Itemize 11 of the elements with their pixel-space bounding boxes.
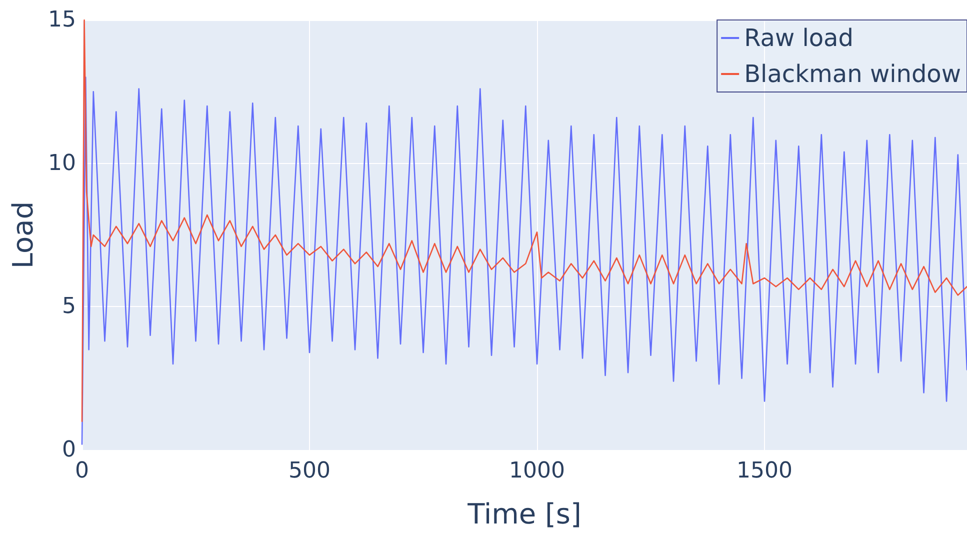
x-tick-label: 500 — [288, 458, 331, 484]
y-tick-label: 10 — [48, 150, 76, 176]
x-tick-label: 1500 — [736, 458, 793, 484]
x-axis-title: Time [s] — [466, 498, 582, 530]
x-tick-label: 1000 — [509, 458, 566, 484]
y-tick-label: 0 — [62, 438, 76, 462]
y-tick-label: 15 — [48, 8, 76, 32]
legend-label: Raw load — [744, 24, 854, 52]
y-tick-label: 5 — [62, 294, 76, 320]
y-axis-title: Load — [6, 201, 40, 269]
legend-label: Blackman window — [744, 60, 962, 88]
